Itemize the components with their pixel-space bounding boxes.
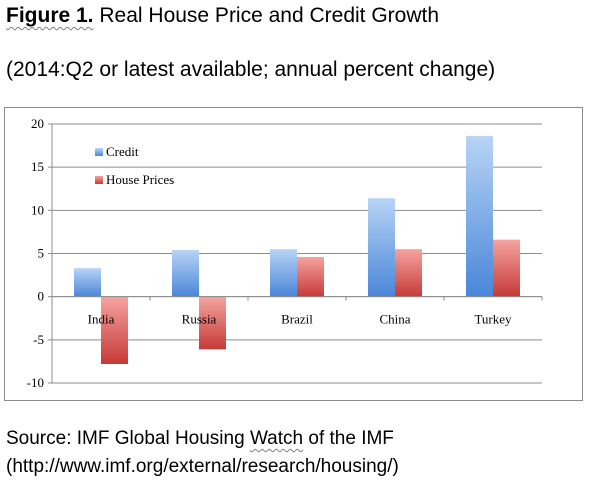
- y-tick-label: 10: [31, 202, 44, 217]
- source-url: (http://www.imf.org/external/research/ho…: [6, 456, 399, 477]
- legend-label-house-prices: House Prices: [106, 172, 174, 187]
- legend-label-credit: Credit: [106, 144, 139, 159]
- y-tick-label: 20: [31, 116, 44, 131]
- legend-swatch-house-prices: [95, 176, 103, 184]
- bar-credit-china: [368, 198, 395, 297]
- bar-credit-brazil: [270, 249, 297, 297]
- y-tick-label: 0: [38, 289, 45, 304]
- bar-credit-india: [74, 268, 101, 297]
- y-tick-label: -5: [33, 332, 44, 347]
- legend: Credit House Prices: [95, 144, 174, 187]
- chart-title: Real House Price and Credit Growth: [99, 4, 440, 27]
- y-tick-label: 15: [31, 159, 44, 174]
- source-watch-word: Watch: [249, 428, 304, 449]
- bar-chart: -10 -5 0 5 10 15 20 India Russia Brazil China Turke…: [27, 116, 543, 390]
- source-note: Source: IMF Global Housing Watch of the …: [6, 428, 394, 450]
- bar-house-prices-india: [101, 296, 128, 365]
- x-category-label: India: [88, 312, 115, 327]
- source-prefix: Source: IMF Global Housing: [6, 428, 250, 449]
- y-tick-label: 5: [38, 246, 45, 261]
- chart-frame: -10 -5 0 5 10 15 20 India Russia Brazil China Turke…: [4, 107, 583, 401]
- x-category-label: China: [379, 312, 410, 327]
- axes: -10 -5 0 5 10 15 20 India Russia Brazil China Turke…: [27, 116, 543, 390]
- figure-label: Figure 1.: [6, 4, 94, 27]
- bar-house-prices-brazil: [297, 256, 324, 297]
- legend-swatch-credit: [95, 148, 103, 156]
- x-category-label: Turkey: [474, 312, 512, 327]
- source-suffix: of the IMF: [303, 428, 394, 449]
- bar-credit-russia: [172, 250, 199, 297]
- bar-house-prices-china: [395, 249, 422, 297]
- bar-house-prices-turkey: [493, 239, 520, 297]
- x-category-label: Russia: [182, 312, 217, 327]
- figure-title: Figure 1. Real House Price and Credit Gr…: [6, 4, 439, 28]
- bar-house-prices-russia: [199, 296, 226, 350]
- bars: [74, 136, 520, 365]
- x-category-label: Brazil: [281, 312, 313, 327]
- bar-credit-turkey: [466, 136, 493, 297]
- y-tick-label: -10: [27, 375, 44, 390]
- chart-subtitle: (2014:Q2 or latest available; annual per…: [6, 58, 496, 81]
